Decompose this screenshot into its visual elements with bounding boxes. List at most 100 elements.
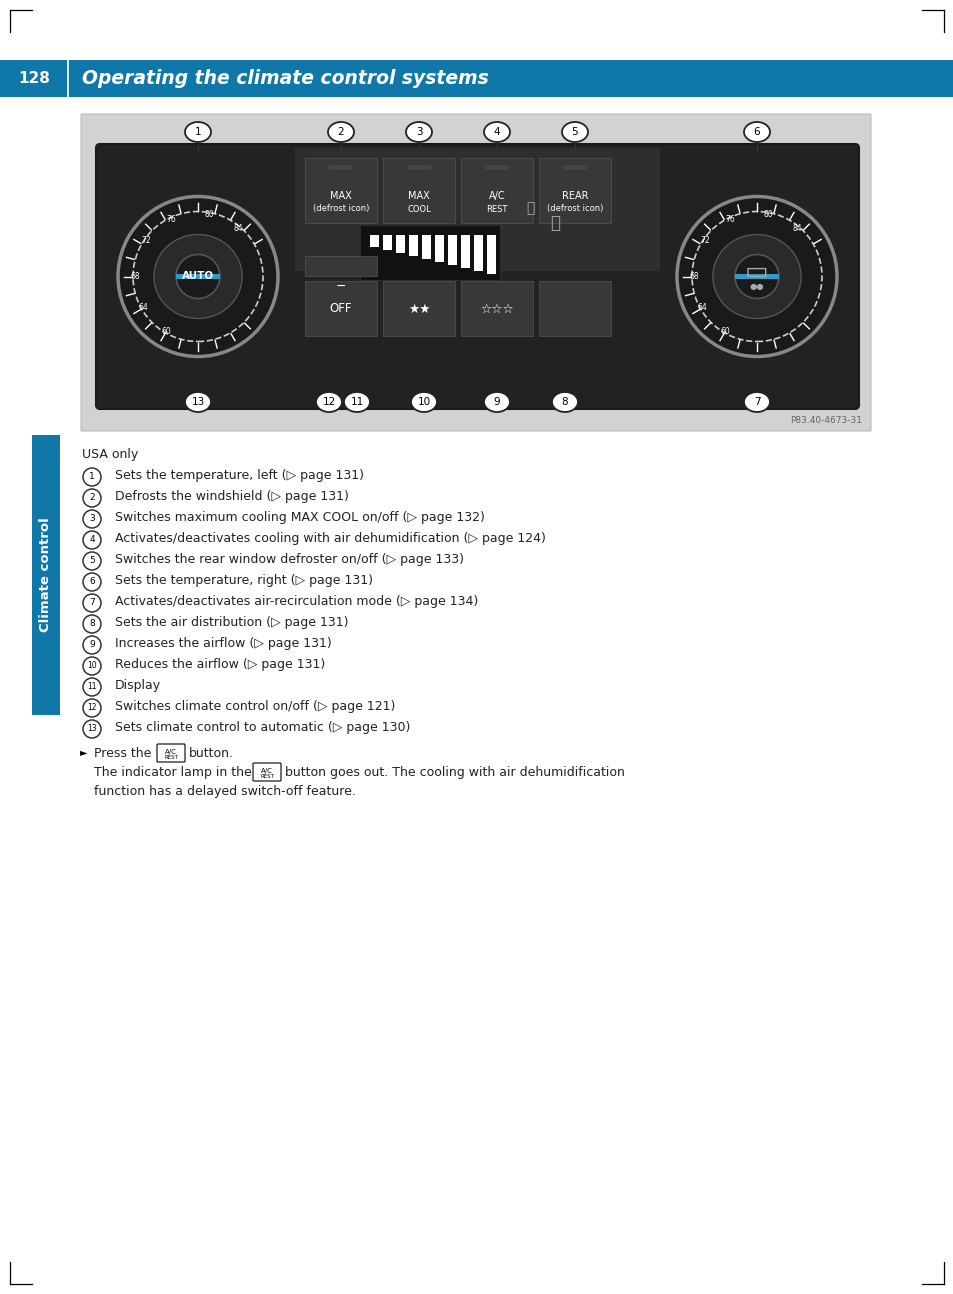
Text: REST: REST bbox=[164, 756, 178, 761]
Text: MAX: MAX bbox=[330, 192, 352, 201]
Bar bbox=[474, 236, 482, 270]
Text: 11: 11 bbox=[350, 397, 363, 408]
Text: 5: 5 bbox=[89, 556, 94, 565]
Text: function has a delayed switch-off feature.: function has a delayed switch-off featur… bbox=[94, 785, 355, 798]
Text: ☆☆☆: ☆☆☆ bbox=[479, 303, 514, 316]
Text: USA only: USA only bbox=[82, 448, 138, 461]
Text: 80: 80 bbox=[204, 210, 213, 219]
Text: 72: 72 bbox=[700, 236, 709, 245]
Text: 8: 8 bbox=[89, 620, 94, 629]
Circle shape bbox=[83, 553, 101, 569]
Bar bbox=[460, 158, 533, 223]
Bar bbox=[460, 282, 533, 336]
Bar bbox=[407, 166, 431, 170]
Circle shape bbox=[83, 594, 101, 612]
Text: 72: 72 bbox=[141, 236, 151, 245]
Ellipse shape bbox=[483, 122, 510, 142]
Text: COOL: COOL bbox=[407, 204, 431, 214]
Text: 12: 12 bbox=[87, 704, 96, 713]
Text: The indicator lamp in the: The indicator lamp in the bbox=[94, 766, 252, 779]
Bar bbox=[395, 236, 405, 254]
Ellipse shape bbox=[712, 234, 801, 318]
Text: A/C: A/C bbox=[165, 749, 176, 754]
Text: OFF: OFF bbox=[330, 303, 352, 316]
Text: REST: REST bbox=[486, 204, 507, 214]
Ellipse shape bbox=[743, 392, 769, 411]
Ellipse shape bbox=[411, 392, 436, 411]
Bar bbox=[435, 236, 443, 261]
Text: 60: 60 bbox=[161, 326, 172, 335]
Text: 64: 64 bbox=[697, 304, 706, 312]
Text: Sets the temperature, left (▷ page 131): Sets the temperature, left (▷ page 131) bbox=[115, 468, 364, 481]
Bar bbox=[382, 282, 455, 336]
Circle shape bbox=[175, 255, 220, 299]
Ellipse shape bbox=[552, 392, 578, 411]
Circle shape bbox=[83, 678, 101, 696]
Text: 80: 80 bbox=[762, 210, 772, 219]
Bar bbox=[448, 236, 456, 265]
Text: button goes out. The cooling with air dehumidification: button goes out. The cooling with air de… bbox=[285, 766, 624, 779]
Text: 11: 11 bbox=[87, 682, 96, 691]
Text: 128: 128 bbox=[18, 71, 50, 85]
Circle shape bbox=[83, 635, 101, 653]
Text: Activates/deactivates cooling with air dehumidification (▷ page 124): Activates/deactivates cooling with air d… bbox=[115, 532, 545, 545]
Text: REST: REST bbox=[260, 775, 274, 779]
Bar bbox=[382, 158, 455, 223]
Ellipse shape bbox=[328, 122, 354, 142]
Bar bbox=[175, 274, 220, 280]
Text: 76: 76 bbox=[724, 215, 735, 224]
Circle shape bbox=[118, 197, 277, 357]
Ellipse shape bbox=[185, 392, 211, 411]
Circle shape bbox=[83, 719, 101, 738]
Text: 4: 4 bbox=[89, 536, 94, 545]
Text: REAR: REAR bbox=[561, 192, 588, 201]
Bar bbox=[562, 166, 586, 170]
Ellipse shape bbox=[315, 392, 341, 411]
Circle shape bbox=[83, 510, 101, 528]
Text: 68: 68 bbox=[130, 272, 140, 281]
Text: ▭: ▭ bbox=[744, 260, 768, 283]
Text: ●●: ●● bbox=[749, 282, 763, 291]
Text: 🧍: 🧍 bbox=[550, 214, 559, 232]
Text: 4: 4 bbox=[493, 127, 499, 137]
Bar bbox=[305, 282, 376, 336]
FancyBboxPatch shape bbox=[157, 744, 185, 762]
Bar bbox=[370, 236, 378, 247]
Bar bbox=[486, 236, 496, 274]
Text: MAX: MAX bbox=[408, 192, 430, 201]
Bar bbox=[460, 236, 470, 268]
Text: Switches climate control on/off (▷ page 121): Switches climate control on/off (▷ page … bbox=[115, 700, 395, 713]
Text: 9: 9 bbox=[493, 397, 499, 408]
Text: 76: 76 bbox=[167, 215, 176, 224]
Bar bbox=[294, 148, 659, 272]
Text: −: − bbox=[335, 280, 346, 292]
Bar bbox=[0, 60, 953, 97]
Text: Sets the temperature, right (▷ page 131): Sets the temperature, right (▷ page 131) bbox=[115, 575, 373, 587]
Text: Display: Display bbox=[115, 679, 161, 692]
Text: Press the: Press the bbox=[94, 747, 152, 760]
Ellipse shape bbox=[561, 122, 587, 142]
Text: 3: 3 bbox=[89, 515, 94, 524]
FancyBboxPatch shape bbox=[253, 763, 281, 782]
Text: 60: 60 bbox=[720, 326, 730, 335]
Text: AUTO: AUTO bbox=[182, 272, 213, 282]
Circle shape bbox=[83, 489, 101, 507]
Circle shape bbox=[83, 531, 101, 549]
Text: Operating the climate control systems: Operating the climate control systems bbox=[82, 69, 488, 88]
Ellipse shape bbox=[185, 122, 211, 142]
Bar bbox=[359, 225, 499, 280]
FancyBboxPatch shape bbox=[96, 144, 858, 409]
Text: 64: 64 bbox=[138, 304, 148, 312]
Text: ⛅: ⛅ bbox=[525, 201, 534, 215]
Circle shape bbox=[83, 573, 101, 591]
Bar bbox=[32, 435, 60, 716]
Text: button.: button. bbox=[189, 747, 233, 760]
Text: Climate control: Climate control bbox=[39, 518, 52, 633]
Text: 3: 3 bbox=[416, 127, 422, 137]
Text: 10: 10 bbox=[417, 397, 430, 408]
Circle shape bbox=[83, 657, 101, 675]
Bar bbox=[734, 274, 779, 280]
Text: ►: ► bbox=[80, 747, 88, 757]
Text: 6: 6 bbox=[753, 127, 760, 137]
Text: A/C: A/C bbox=[488, 192, 505, 201]
